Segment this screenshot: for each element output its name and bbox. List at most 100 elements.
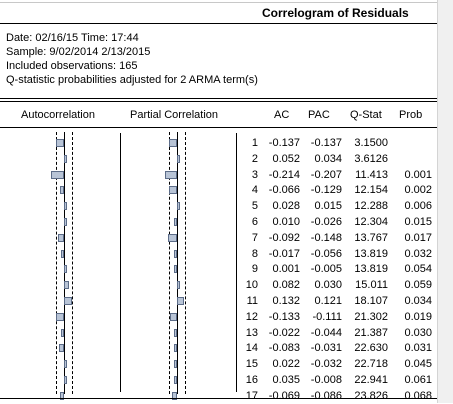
pac-bar xyxy=(169,186,177,195)
pac-bar xyxy=(177,202,180,211)
pac-bar xyxy=(170,312,177,321)
vertical-scrollbar[interactable] xyxy=(437,0,453,403)
qstat-cell: 12.154 xyxy=(354,184,388,197)
ac-bar xyxy=(59,344,64,353)
title-divider xyxy=(0,23,437,24)
lag-cell: 15 xyxy=(245,358,258,371)
table-row: 11 0.132 0.121 18.107 0.034 xyxy=(0,294,437,309)
header-ac: AC xyxy=(274,109,290,121)
prob-cell: 0.001 xyxy=(404,168,432,181)
pac-cell: -0.129 xyxy=(310,184,342,197)
pac-cell: -0.207 xyxy=(310,168,342,181)
ac-cell: 0.035 xyxy=(272,374,300,386)
pac-bar xyxy=(168,233,177,242)
ac-cell: -0.214 xyxy=(268,168,300,181)
lag-cell: 13 xyxy=(245,326,258,339)
pac-bar xyxy=(164,170,177,179)
pac-cell: -0.031 xyxy=(310,342,342,355)
qstat-cell: 22.630 xyxy=(354,342,388,355)
table-row: 5 0.028 0.015 12.288 0.006 xyxy=(0,199,437,214)
prob-cell: 0.019 xyxy=(404,310,432,323)
lag-cell: 8 xyxy=(251,247,258,260)
prob-cell: 0.068 xyxy=(404,389,432,402)
qstat-cell: 13.767 xyxy=(354,231,388,244)
top-divider xyxy=(0,2,437,3)
pac-cell: -0.111 xyxy=(312,310,342,323)
lag-cell: 3 xyxy=(251,168,258,181)
qstat-cell: 12.304 xyxy=(354,216,388,228)
prob-cell: 0.059 xyxy=(404,279,432,292)
pac-cell: -0.056 xyxy=(310,247,342,260)
header-prob: Prob xyxy=(399,109,423,121)
ac-bar xyxy=(64,154,68,163)
ac-bar xyxy=(64,360,67,369)
table-row: 8 -0.017 -0.056 13.819 0.032 xyxy=(0,247,437,262)
prob-cell: 0.030 xyxy=(404,326,432,339)
lag-cell: 5 xyxy=(251,200,258,213)
lag-cell: 2 xyxy=(251,152,258,165)
lag-cell: 7 xyxy=(251,231,258,244)
pac-bar xyxy=(174,344,177,353)
ac-bar xyxy=(61,328,64,337)
qstat-cell: 3.6126 xyxy=(354,152,388,165)
lag-cell: 17 xyxy=(245,389,258,402)
header-divider-top xyxy=(0,98,437,99)
ac-bar xyxy=(51,170,64,179)
column-separator xyxy=(120,133,121,392)
table-row: 6 0.010 -0.026 12.304 0.015 xyxy=(0,215,437,230)
lag-cell: 9 xyxy=(251,263,258,276)
pac-cell: 0.015 xyxy=(314,200,342,213)
pac-zero-line xyxy=(177,132,178,394)
pac-cell: -0.026 xyxy=(310,216,342,228)
pac-bar xyxy=(177,297,185,305)
pac-bar xyxy=(174,265,177,274)
ac-bar xyxy=(64,376,67,384)
pac-bar xyxy=(174,328,177,337)
pac-bar xyxy=(174,218,177,226)
ac-bar xyxy=(64,281,69,290)
pac-bar xyxy=(174,360,177,369)
prob-cell: 0.034 xyxy=(404,295,432,307)
pac-cell: -0.008 xyxy=(310,374,342,386)
prob-cell: 0.061 xyxy=(404,374,432,386)
pac-cell: -0.032 xyxy=(310,358,342,371)
info-sample: Sample: 9/02/2014 2/13/2015 xyxy=(6,46,151,58)
ac-cell: -0.069 xyxy=(268,389,300,402)
header-qstat: Q-Stat xyxy=(350,109,382,121)
pac-cell: 0.034 xyxy=(314,152,342,165)
pac-cell: -0.044 xyxy=(310,326,342,339)
lag-cell: 1 xyxy=(251,137,258,149)
lag-cell: 4 xyxy=(251,184,258,197)
ac-bar xyxy=(59,391,64,400)
qstat-cell: 18.107 xyxy=(354,295,388,307)
info-note: Q-statistic probabilities adjusted for 2… xyxy=(6,74,258,86)
ac-bar xyxy=(58,233,64,242)
qstat-cell: 13.819 xyxy=(354,263,388,276)
table-row: 12 -0.133 -0.111 21.302 0.019 xyxy=(0,310,437,325)
lag-cell: 16 xyxy=(245,374,258,386)
prob-cell: 0.031 xyxy=(404,342,432,355)
prob-cell: 0.054 xyxy=(404,263,432,276)
ac-cell: 0.010 xyxy=(272,216,300,228)
header-autocorrelation: Autocorrelation xyxy=(21,109,95,121)
header-divider-bottom xyxy=(0,127,437,128)
ac-cell: 0.052 xyxy=(272,152,300,165)
ac-bar xyxy=(56,312,64,321)
qstat-cell: 3.1500 xyxy=(354,137,388,149)
ac-bar xyxy=(55,139,64,147)
ac-cell: 0.132 xyxy=(272,295,300,307)
prob-cell: 0.006 xyxy=(404,200,432,213)
pac-confidence-line-right xyxy=(185,132,186,394)
pac-bar xyxy=(174,376,177,384)
ac-bar xyxy=(61,249,64,258)
table-row: 16 0.035 -0.008 22.941 0.061 xyxy=(0,373,437,388)
ac-bar xyxy=(64,297,72,305)
qstat-cell: 15.011 xyxy=(355,279,388,292)
pac-cell: -0.005 xyxy=(310,263,342,276)
qstat-cell: 12.288 xyxy=(354,200,388,213)
ac-cell: -0.066 xyxy=(268,184,300,197)
ac-bar xyxy=(64,218,67,226)
qstat-cell: 13.819 xyxy=(354,247,388,260)
pac-cell: -0.086 xyxy=(310,389,342,402)
